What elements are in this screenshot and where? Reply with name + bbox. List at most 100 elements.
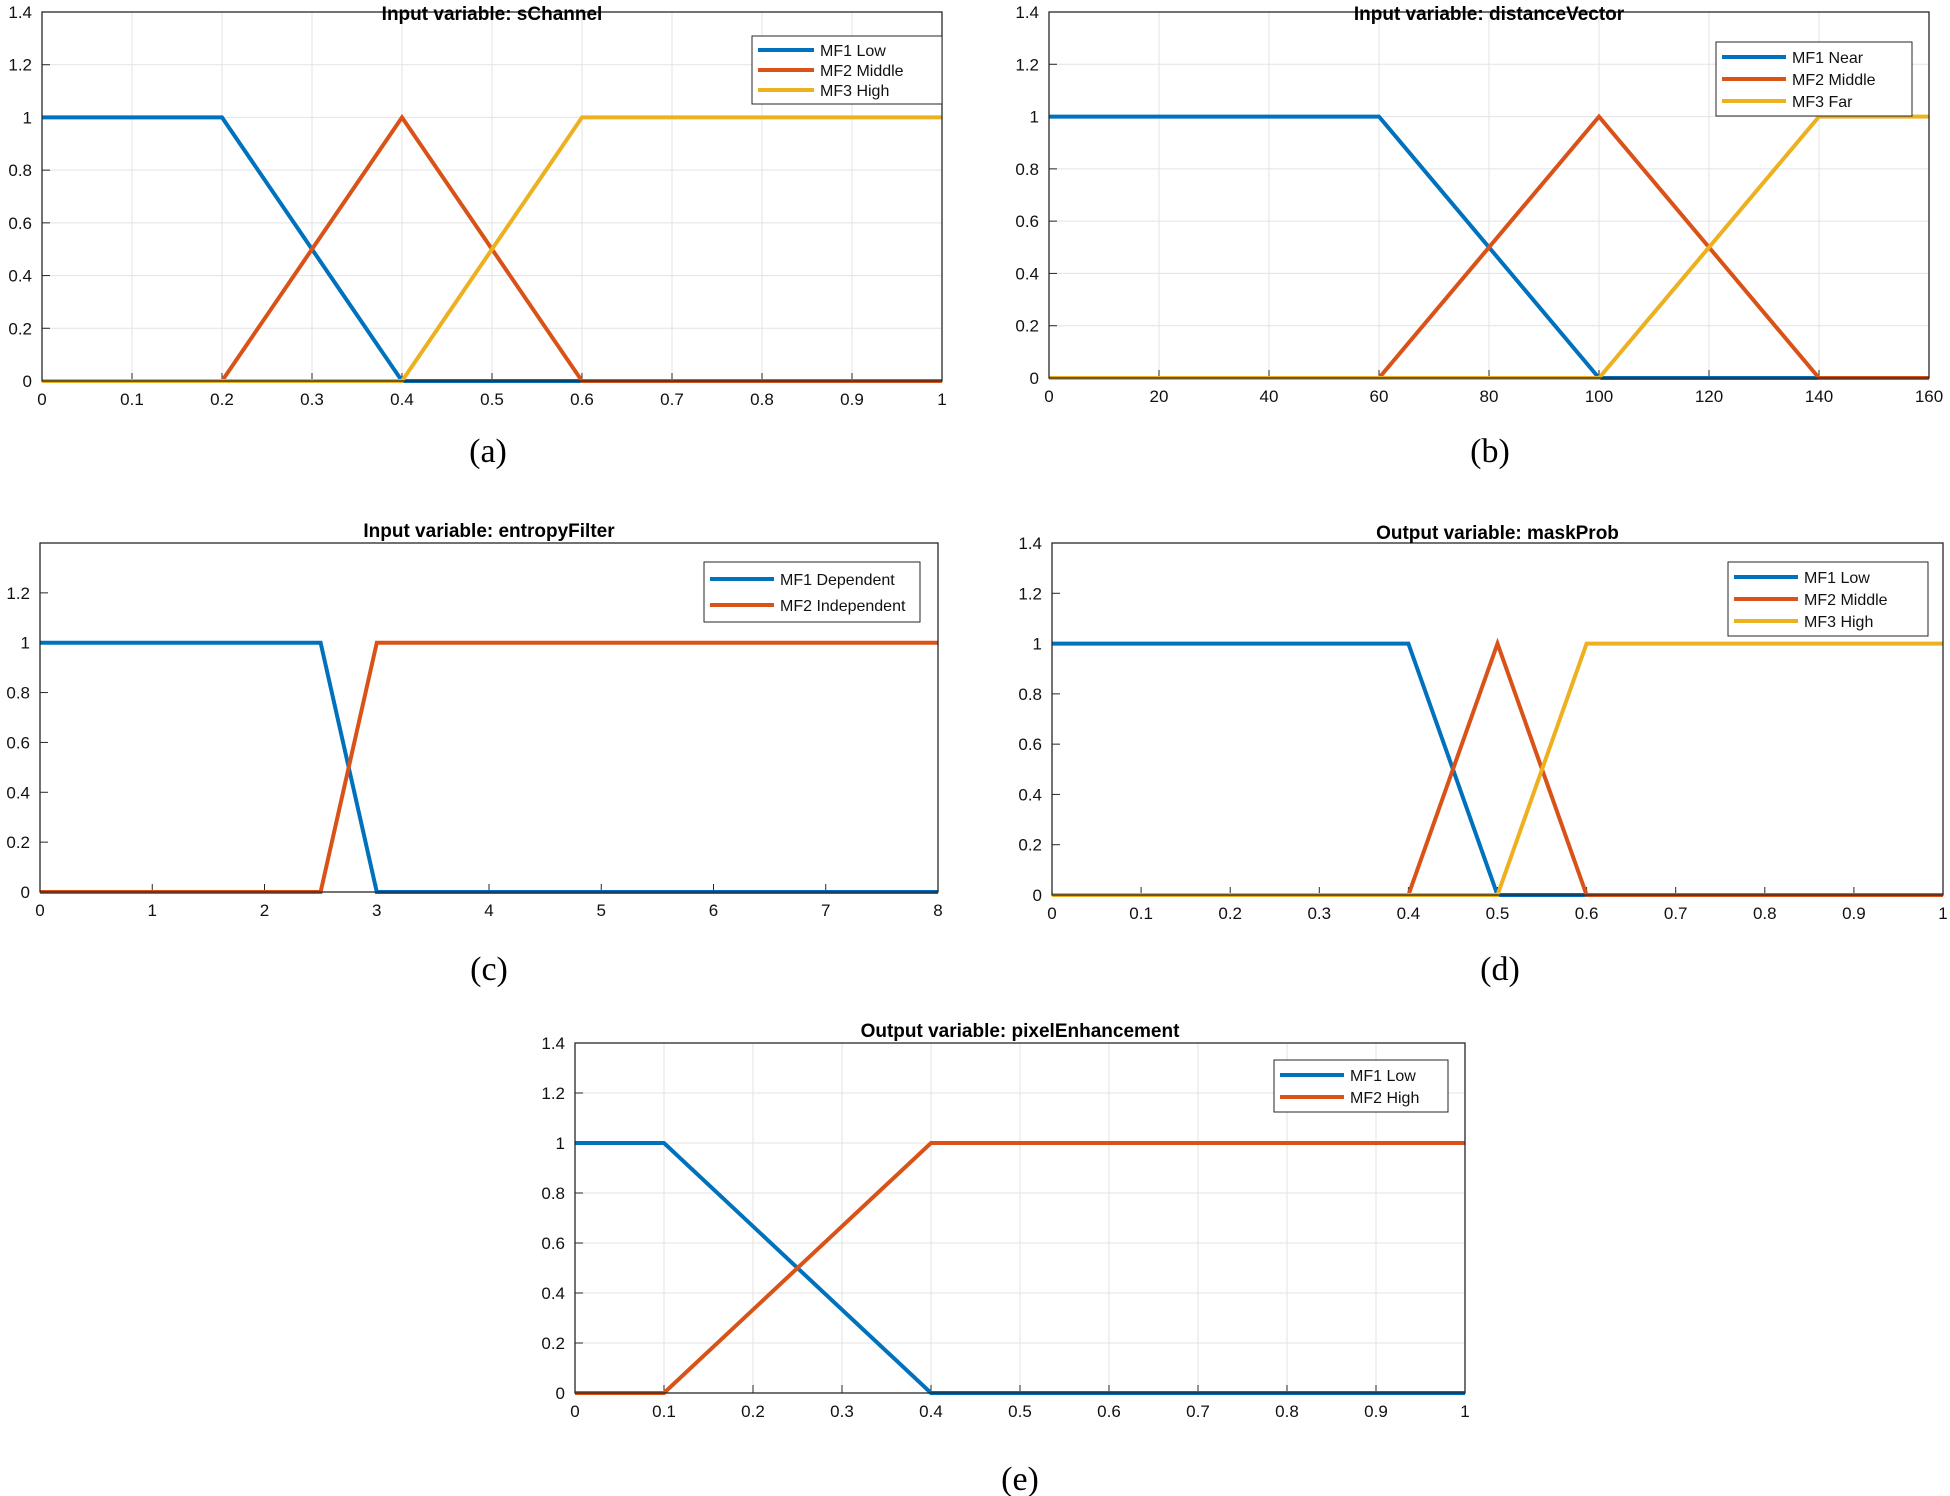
legend-label: MF2 Middle [820, 63, 904, 80]
x-tick-label: 0.7 [1186, 1402, 1210, 1421]
x-tick-label: 0 [570, 1402, 579, 1421]
y-tick-label: 0.4 [541, 1284, 565, 1303]
y-tick-label: 0 [556, 1384, 565, 1403]
x-tick-label: 0.9 [840, 390, 864, 409]
x-tick-label: 0.3 [830, 1402, 854, 1421]
x-tick-label: 0.8 [1753, 904, 1777, 923]
chart-title: Input variable: distanceVector [1354, 4, 1625, 25]
legend-label: MF1 Low [820, 43, 886, 60]
x-tick-label: 0.4 [390, 390, 414, 409]
x-tick-label: 0.6 [1097, 1402, 1121, 1421]
legend-label: MF1 Low [1350, 1068, 1416, 1085]
legend: MF1 Low MF2 Middle MF3 High [751, 35, 943, 105]
y-tick-label: 1 [1030, 108, 1039, 127]
y-tick-label: 1.2 [1015, 55, 1039, 74]
x-tick-label: 1 [937, 390, 946, 409]
axes-box [574, 1042, 1466, 1394]
x-tick-label: 0.5 [480, 390, 504, 409]
chart-title: Input variable: entropyFilter [363, 521, 615, 542]
x-tick-label: 0.1 [1129, 904, 1153, 923]
x-tick-label: 1 [1460, 1402, 1469, 1421]
axes-box [1048, 11, 1930, 379]
x-tick-label: 0.4 [1397, 904, 1421, 923]
y-tick-label: 0 [23, 372, 32, 391]
x-tick-label: 2 [260, 901, 269, 920]
x-tick-label: 0.3 [1307, 904, 1331, 923]
x-tick-label: 0.3 [300, 390, 324, 409]
x-tick-label: 0.2 [741, 1402, 765, 1421]
legend-label: MF3 High [820, 83, 889, 100]
y-tick-label: 0.6 [6, 733, 30, 752]
y-tick-label: 0.4 [8, 267, 32, 286]
x-tick-label: 0 [1044, 387, 1053, 406]
y-tick-label: 0.2 [6, 833, 30, 852]
x-tick-label: 8 [933, 901, 942, 920]
legend-label: MF1 Dependent [780, 572, 895, 589]
legend: MF1 Near MF2 Middle MF3 Far [1715, 41, 1913, 117]
legend-label: MF2 Middle [1792, 72, 1876, 89]
x-tick-label: 0 [35, 901, 44, 920]
legend-label: MF1 Low [1804, 570, 1870, 587]
chart-panel-b: 0 20 40 60 80 100 120 140 160 0 0.2 0.4 0.6 0.8 1 1.2 1.… [1015, 3, 1943, 470]
y-tick-label: 0.4 [1015, 264, 1039, 283]
y-tick-label: 0.8 [541, 1184, 565, 1203]
panel-caption: (c) [470, 951, 508, 988]
x-tick-label: 20 [1150, 387, 1169, 406]
x-tick-label: 0.9 [1364, 1402, 1388, 1421]
panel-caption: (e) [1001, 1461, 1039, 1496]
legend-label: MF2 High [1350, 1090, 1419, 1107]
axes-box [41, 11, 943, 382]
x-tick-label: 0.8 [750, 390, 774, 409]
x-tick-label: 1 [1938, 904, 1947, 923]
legend-box [1273, 1059, 1449, 1113]
y-tick-label: 0 [21, 883, 30, 902]
chart-panel-a: 0 0.1 0.2 0.3 0.4 0.5 0.6 0.7 0.8 0.9 1 0 0.2 0.4 0.6 0… [8, 3, 946, 470]
y-tick-label: 0 [1030, 369, 1039, 388]
y-tick-label: 1.4 [8, 3, 32, 22]
panel-caption: (d) [1480, 951, 1520, 988]
axes-box [1051, 542, 1944, 896]
legend-label: MF1 Near [1792, 50, 1864, 67]
y-tick-label: 0.8 [1018, 685, 1042, 704]
x-tick-label: 0.5 [1486, 904, 1510, 923]
x-tick-label: 5 [597, 901, 606, 920]
chart-panel-d: 0 0.1 0.2 0.3 0.4 0.5 0.6 0.7 0.8 0.9 1 0 0.2 0.4 0.6 0… [1018, 523, 1947, 988]
y-tick-label: 1 [556, 1134, 565, 1153]
x-tick-label: 0.6 [570, 390, 594, 409]
x-tick-label: 0.9 [1842, 904, 1866, 923]
legend-box [703, 561, 921, 623]
x-tick-label: 0.4 [919, 1402, 943, 1421]
y-tick-label: 1.2 [1018, 584, 1042, 603]
x-tick-label: 100 [1585, 387, 1613, 406]
x-tick-label: 0.1 [652, 1402, 676, 1421]
y-tick-label: 1.4 [541, 1034, 565, 1053]
x-tick-label: 140 [1805, 387, 1833, 406]
y-tick-label: 1 [21, 634, 30, 653]
y-tick-label: 1.2 [8, 56, 32, 75]
x-tick-label: 40 [1260, 387, 1279, 406]
x-tick-label: 80 [1480, 387, 1499, 406]
chart-title: Output variable: maskProb [1376, 523, 1619, 544]
x-tick-label: 60 [1370, 387, 1389, 406]
chart-panel-e: 0 0.1 0.2 0.3 0.4 0.5 0.6 0.7 0.8 0.9 1 0 0.2 0.4 0.6 0… [541, 1021, 1469, 1496]
x-tick-label: 0.7 [660, 390, 684, 409]
x-tick-label: 3 [372, 901, 381, 920]
y-tick-label: 0.6 [1015, 212, 1039, 231]
y-tick-label: 0.2 [541, 1334, 565, 1353]
x-tick-label: 0.1 [120, 390, 144, 409]
y-tick-label: 1 [1033, 635, 1042, 654]
panel-caption: (a) [469, 433, 507, 470]
y-tick-label: 0 [1033, 886, 1042, 905]
legend: MF1 Low MF2 High [1273, 1059, 1449, 1113]
y-tick-label: 0.4 [1018, 785, 1042, 804]
y-tick-label: 0.4 [6, 783, 30, 802]
legend-label: MF2 Middle [1804, 592, 1888, 609]
x-tick-label: 7 [821, 901, 830, 920]
x-tick-label: 0 [37, 390, 46, 409]
x-tick-label: 0.6 [1575, 904, 1599, 923]
legend: MF1 Low MF2 Middle MF3 High [1727, 561, 1929, 637]
y-tick-label: 0.8 [8, 161, 32, 180]
chart-title: Output variable: pixelEnhancement [861, 1021, 1181, 1042]
y-tick-label: 1.2 [541, 1084, 565, 1103]
y-tick-label: 0.2 [1015, 317, 1039, 336]
